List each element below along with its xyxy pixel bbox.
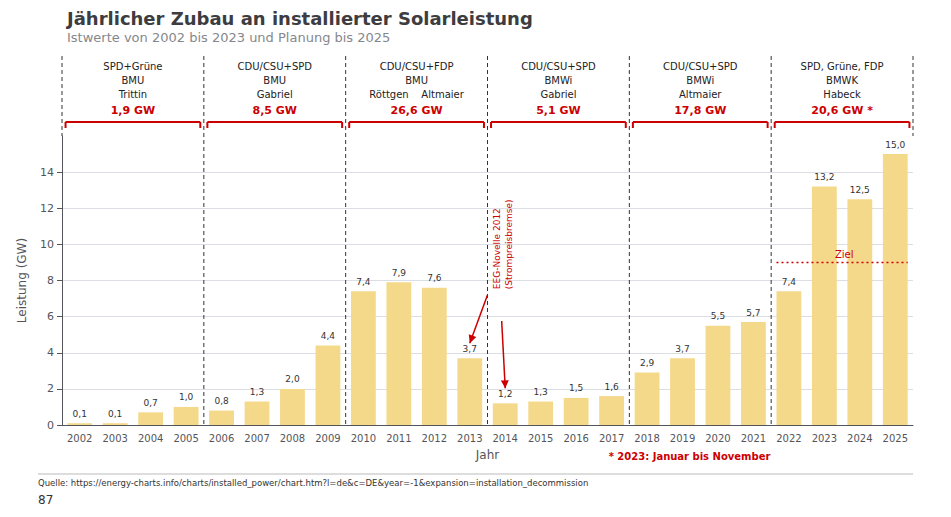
- svg-text:BMWi: BMWi: [544, 75, 572, 86]
- svg-text:2009: 2009: [315, 433, 340, 444]
- svg-text:5,1 GW: 5,1 GW: [536, 104, 580, 117]
- svg-text:Altmaier: Altmaier: [679, 89, 722, 100]
- svg-text:7,4: 7,4: [356, 277, 371, 287]
- svg-text:0,8: 0,8: [214, 396, 229, 406]
- svg-text:2024: 2024: [847, 433, 872, 444]
- svg-text:2021: 2021: [741, 433, 766, 444]
- svg-text:2011: 2011: [386, 433, 411, 444]
- svg-text:17,8 GW: 17,8 GW: [674, 104, 726, 117]
- svg-text:7,4: 7,4: [782, 277, 797, 287]
- svg-text:Jahr: Jahr: [475, 448, 499, 462]
- svg-text:15,0: 15,0: [885, 140, 905, 150]
- svg-text:12,5: 12,5: [850, 185, 870, 195]
- svg-text:CDU/CSU+SPD: CDU/CSU+SPD: [521, 61, 596, 72]
- svg-text:2007: 2007: [244, 433, 269, 444]
- svg-text:1,0: 1,0: [179, 392, 194, 402]
- svg-text:Jährlicher Zubau an installier: Jährlicher Zubau an installierter Solarl…: [65, 8, 533, 29]
- svg-text:2016: 2016: [563, 433, 588, 444]
- svg-text:Gabriel: Gabriel: [257, 89, 293, 100]
- svg-text:* 2023: Januar bis November: * 2023: Januar bis November: [609, 451, 771, 462]
- svg-text:BMWK: BMWK: [826, 75, 858, 86]
- svg-text:2002: 2002: [67, 433, 92, 444]
- svg-text:8: 8: [47, 274, 54, 287]
- svg-text:BMU: BMU: [405, 75, 428, 86]
- svg-text:7,9: 7,9: [392, 268, 407, 278]
- svg-text:8,5 GW: 8,5 GW: [253, 104, 297, 117]
- svg-text:2017: 2017: [599, 433, 624, 444]
- svg-text:SPD+Grüne: SPD+Grüne: [103, 61, 162, 72]
- svg-text:Gabriel: Gabriel: [540, 89, 576, 100]
- svg-text:(Strompreisbremse): (Strompreisbremse): [504, 199, 514, 289]
- svg-text:4: 4: [47, 346, 54, 359]
- svg-text:7,6: 7,6: [427, 273, 442, 283]
- svg-text:3,7: 3,7: [675, 344, 689, 354]
- svg-text:2020: 2020: [705, 433, 730, 444]
- svg-text:1,2: 1,2: [498, 389, 512, 399]
- svg-text:Leistung (GW): Leistung (GW): [15, 238, 29, 323]
- svg-text:SPD, Grüne, FDP: SPD, Grüne, FDP: [801, 61, 884, 72]
- svg-text:20,6 GW *: 20,6 GW *: [811, 104, 873, 117]
- svg-text:2010: 2010: [351, 433, 376, 444]
- svg-text:2: 2: [47, 382, 54, 395]
- svg-text:2025: 2025: [883, 433, 908, 444]
- svg-text:2023: 2023: [812, 433, 837, 444]
- svg-text:0,1: 0,1: [108, 409, 122, 419]
- svg-text:4,4: 4,4: [321, 331, 336, 341]
- svg-text:3,7: 3,7: [463, 344, 477, 354]
- svg-text:Habeck: Habeck: [823, 89, 861, 100]
- svg-text:0,7: 0,7: [143, 398, 157, 408]
- svg-text:Ziel: Ziel: [835, 249, 854, 260]
- svg-text:2,0: 2,0: [285, 374, 300, 384]
- svg-text:0: 0: [47, 419, 54, 432]
- svg-text:2015: 2015: [528, 433, 553, 444]
- svg-text:2022: 2022: [776, 433, 801, 444]
- svg-text:6: 6: [47, 310, 54, 323]
- svg-text:2013: 2013: [457, 433, 482, 444]
- svg-text:2018: 2018: [634, 433, 659, 444]
- svg-text:1,3: 1,3: [534, 387, 548, 397]
- svg-text:1,3: 1,3: [250, 387, 264, 397]
- svg-text:2004: 2004: [138, 433, 163, 444]
- svg-text:5,5: 5,5: [711, 311, 725, 321]
- svg-text:2,9: 2,9: [640, 358, 655, 368]
- svg-text:2019: 2019: [670, 433, 695, 444]
- svg-text:2003: 2003: [102, 433, 127, 444]
- svg-text:14: 14: [40, 166, 54, 179]
- svg-text:2014: 2014: [493, 433, 518, 444]
- svg-text:CDU/CSU+SPD: CDU/CSU+SPD: [663, 61, 738, 72]
- svg-text:Röttgen Altmaier: Röttgen Altmaier: [369, 89, 464, 100]
- svg-text:1,6: 1,6: [604, 382, 619, 392]
- svg-text:CDU/CSU+FDP: CDU/CSU+FDP: [380, 61, 454, 72]
- svg-text:12: 12: [40, 202, 54, 215]
- svg-text:2005: 2005: [173, 433, 198, 444]
- svg-text:1,9 GW: 1,9 GW: [111, 104, 155, 117]
- svg-text:5,7: 5,7: [746, 308, 760, 318]
- svg-text:2008: 2008: [280, 433, 305, 444]
- svg-text:CDU/CSU+SPD: CDU/CSU+SPD: [238, 61, 313, 72]
- svg-text:2012: 2012: [422, 433, 447, 444]
- svg-text:EEG-Novelle 2012: EEG-Novelle 2012: [492, 208, 502, 289]
- svg-text:0,1: 0,1: [73, 409, 87, 419]
- svg-text:BMWi: BMWi: [686, 75, 714, 86]
- svg-text:1,5: 1,5: [569, 383, 583, 393]
- svg-text:BMU: BMU: [122, 75, 145, 86]
- svg-text:13,2: 13,2: [814, 172, 834, 182]
- svg-text:Trittin: Trittin: [118, 89, 148, 100]
- svg-text:BMU: BMU: [263, 75, 286, 86]
- svg-text:26,6 GW: 26,6 GW: [391, 104, 443, 117]
- svg-text:Istwerte von 2002 bis 2023 und: Istwerte von 2002 bis 2023 und Planung b…: [67, 30, 390, 45]
- svg-text:2006: 2006: [209, 433, 234, 444]
- svg-text:10: 10: [40, 238, 54, 251]
- svg-text:87: 87: [38, 493, 53, 507]
- svg-text:Quelle: https://energy-charts.: Quelle: https://energy-charts.info/chart…: [38, 478, 588, 488]
